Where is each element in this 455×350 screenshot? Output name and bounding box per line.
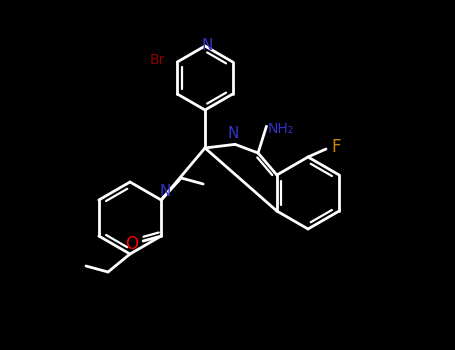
Text: F: F — [331, 138, 341, 156]
Text: NH₂: NH₂ — [268, 122, 293, 136]
Text: N: N — [160, 183, 171, 198]
Text: Br: Br — [150, 53, 165, 67]
Text: N: N — [228, 126, 239, 141]
Text: N: N — [201, 37, 212, 52]
Text: O: O — [125, 235, 138, 253]
